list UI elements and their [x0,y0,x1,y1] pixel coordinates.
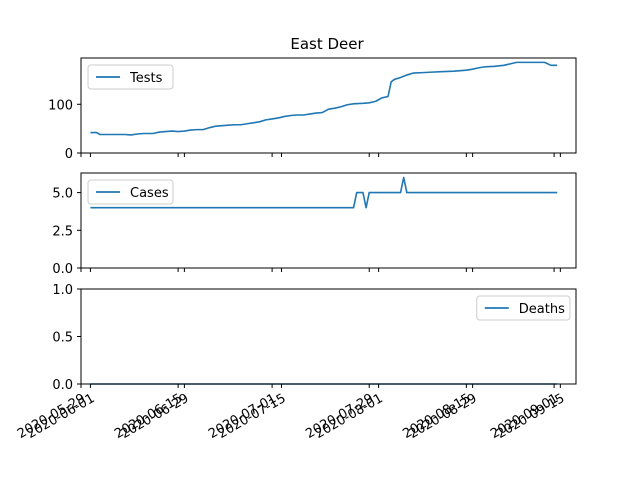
panel-1: 0 100 Tests [48,57,577,162]
legend-box [87,179,174,205]
y-tick-label: 0 [65,147,73,162]
series-line-tests [90,61,558,136]
x-tick-label: 2020-08-29 [407,391,480,442]
y-tick-label: 1.0 [52,283,73,298]
y-tick-label: 100 [48,98,73,113]
series-line-cases [90,176,558,209]
legend-box [476,295,571,321]
legend-label: Tests [129,71,163,86]
axes-frame [80,172,577,269]
x-tick-label: 2020-06-29 [118,391,191,442]
y-tick-label: 0.0 [52,262,73,277]
panel-2: 0.0 2.5 5.0 Cases [52,172,577,277]
x-tick-label: 2020-09-15 [494,391,567,442]
axes-frame [80,57,577,154]
legend: Cases [87,179,174,205]
y-tick-label: 5.0 [52,187,73,202]
y-tick-label: 0.0 [52,378,73,393]
legend-label: Deaths [519,302,565,317]
y-tick-label: 2.5 [52,224,73,239]
panel-3: 0.0 0.5 1.0 Deaths [52,283,577,393]
legend: Tests [87,64,174,90]
legend-label: Cases [130,186,169,201]
legend-box [87,64,174,90]
y-tick-label: 0.5 [52,331,73,346]
legend: Deaths [476,295,571,321]
chart-title: East Deer [290,35,364,53]
